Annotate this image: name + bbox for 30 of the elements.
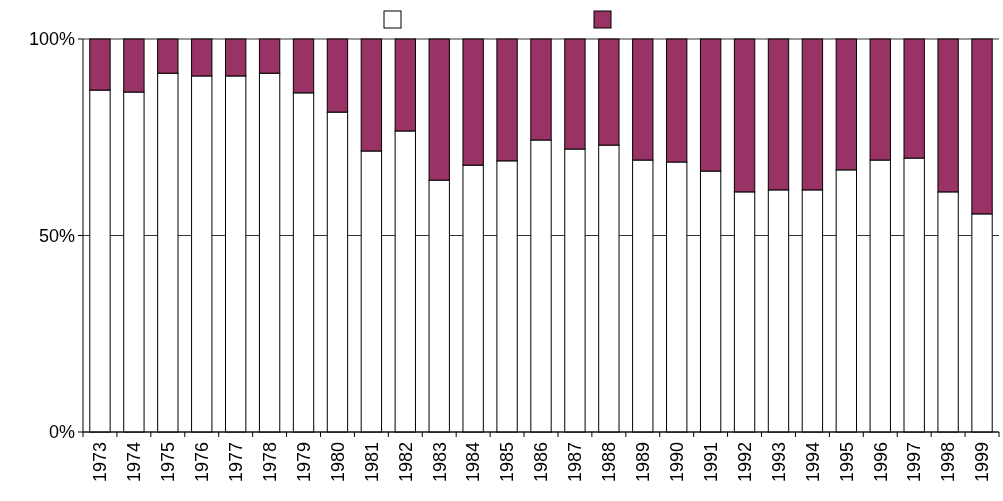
x-tick-label: 1996 bbox=[870, 442, 891, 483]
x-tick-label: 1987 bbox=[565, 442, 586, 483]
x-tick-label: 1980 bbox=[327, 442, 348, 483]
x-tick-label: 1986 bbox=[531, 442, 552, 483]
x-tick-label: 1999 bbox=[972, 442, 993, 483]
x-tick-label: 1974 bbox=[124, 442, 145, 483]
y-tick-label: 100% bbox=[28, 29, 75, 50]
x-tick-label: 1981 bbox=[361, 442, 382, 483]
x-tick-label: 1979 bbox=[293, 442, 314, 483]
x-tick-label: 1990 bbox=[667, 442, 687, 483]
x-tick-label: 1983 bbox=[429, 442, 450, 483]
x-tick-label: 1976 bbox=[192, 442, 213, 483]
x-tick-label: 1995 bbox=[836, 442, 857, 483]
x-tick-label: 1994 bbox=[802, 442, 823, 483]
x-tick-label: 1998 bbox=[938, 442, 959, 483]
x-tick-label: 1975 bbox=[158, 442, 179, 483]
x-tick-label: 1982 bbox=[395, 442, 416, 483]
x-tick-label: 1985 bbox=[497, 442, 518, 483]
x-tick-label: 1997 bbox=[904, 442, 925, 483]
x-tick-label: 1977 bbox=[225, 442, 246, 483]
y-tick-label: 0% bbox=[48, 422, 75, 443]
x-tick-label: 1978 bbox=[259, 442, 280, 483]
x-tick-label: 1993 bbox=[768, 442, 789, 483]
x-tick-label: 1992 bbox=[734, 442, 755, 483]
x-tick-label: 1984 bbox=[463, 442, 484, 483]
x-tick-label: 1988 bbox=[599, 442, 620, 483]
y-tick-label: 50% bbox=[38, 225, 75, 246]
x-tick-label: 1989 bbox=[633, 442, 654, 483]
x-tick-label: 1973 bbox=[90, 442, 111, 483]
x-tick-label: 1991 bbox=[700, 442, 721, 483]
